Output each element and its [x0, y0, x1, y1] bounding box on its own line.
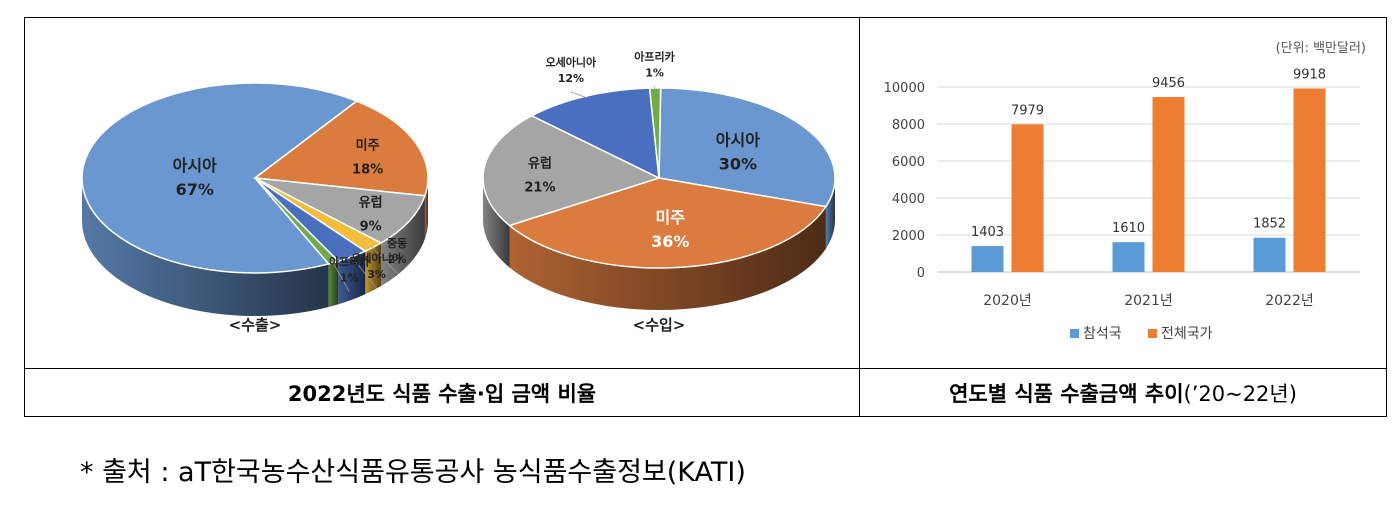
table-divider-horizontal	[25, 368, 1386, 369]
pie-side-오세아니아	[338, 251, 366, 305]
pie-slice-유럽	[254, 177, 426, 244]
y-tick-label: 4000	[892, 192, 925, 207]
pie-value-미주: 18%	[352, 163, 383, 178]
pie-export: 아시아 67% 미주 18% 유럽 9% 중동 2%오세아니아 3%아프리카 1% <수출>	[81, 82, 429, 334]
source-note: * 출처 : aT한국농수산식품유통공사 농식품수출정보(KATI)	[80, 457, 746, 488]
pie-side-유럽	[381, 195, 425, 287]
legend-swatch-참석국	[1070, 329, 1079, 338]
x-tick-label: 2020년	[983, 293, 1032, 309]
legend-label-전체국가: 전체국가	[1161, 326, 1213, 342]
bar-value-label: 9456	[1152, 76, 1185, 91]
bar-참석국-2021년	[1112, 242, 1145, 272]
pie-side-유럽	[483, 178, 510, 268]
right-title-suffix: (’20~22년)	[1183, 381, 1297, 406]
pie-caption: <수출>	[229, 316, 282, 334]
bar-value-label: 1852	[1253, 217, 1286, 232]
pie-value-미주: 36%	[651, 232, 689, 251]
right-table-title: 연도별 식품 수출금액 추이 (’20~22년)	[860, 369, 1386, 416]
pie-slice-아시아	[81, 82, 359, 274]
pie-side-아프리카	[328, 261, 339, 307]
bar-value-label: 7979	[1011, 103, 1044, 118]
bar-value-label: 1610	[1112, 221, 1145, 236]
legend-label-참석국: 참석국	[1083, 326, 1122, 342]
right-title-text: 연도별 식품 수출금액 추이	[949, 381, 1184, 406]
leader-line	[331, 260, 350, 292]
pie-charts: 아시아67%미주18%유럽9%중동2%오세아니아3%아프리카1%<수출>아시아3…	[81, 50, 836, 334]
bar-전체국가-2022년	[1293, 88, 1326, 272]
y-tick-label: 2000	[892, 229, 925, 244]
pie-label-유럽: 유럽	[528, 157, 552, 172]
y-tick-label: 0	[917, 266, 925, 281]
pie-label-아프리카: 아프리카	[329, 255, 369, 269]
table-divider-vertical	[859, 18, 860, 416]
pie-slice-아프리카	[254, 177, 340, 265]
leader-line	[370, 245, 398, 274]
pie-value-유럽: 9%	[360, 219, 382, 234]
x-tick-label: 2021년	[1124, 293, 1173, 309]
pie-slice-오세아니아	[530, 87, 660, 180]
left-table-title: 2022년도 식품 수출·입 금액 비율	[25, 369, 859, 416]
pie-value-아프리카: 1%	[645, 67, 664, 80]
pie-value-중동: 2%	[388, 253, 407, 266]
bar-참석국-2022년	[1253, 237, 1286, 272]
leader-line	[570, 91, 588, 99]
y-tick-label: 8000	[892, 118, 925, 133]
pie-value-아시아: 67%	[176, 180, 214, 199]
leader-line	[349, 254, 377, 289]
bar-전체국가-2021년	[1152, 97, 1185, 273]
bar-value-label: 9918	[1293, 68, 1326, 83]
pie-value-오세아니아: 3%	[367, 268, 386, 281]
legend-swatch-전체국가	[1148, 329, 1157, 338]
pie-side-아시아	[825, 178, 835, 249]
y-tick-label: 10000	[884, 81, 925, 96]
unit-label: (단위: 백만달러)	[1276, 41, 1366, 56]
pie-import: 아시아 30% 미주 36% 유럽 21% 오세아니아 12% 아프리카 1% <수입>	[482, 50, 836, 334]
bar-value-label: 1403	[971, 225, 1004, 240]
left-title-text: 2022년도 식품 수출·입 금액 비율	[287, 381, 597, 406]
pie-value-아시아: 30%	[719, 154, 757, 173]
pie-slice-미주	[253, 100, 429, 197]
pie-value-오세아니아: 12%	[558, 72, 584, 85]
pie-label-유럽: 유럽	[359, 195, 383, 210]
figure-table: 아시아 67% 미주 18% 유럽 9% 중동 2% 오세아니아 3% 아프리카 1% <수출> 아시아 3…	[24, 17, 1387, 417]
pie-label-미주: 미주	[356, 138, 380, 154]
pie-slice-유럽	[482, 114, 662, 227]
bar-참석국-2020년	[971, 246, 1004, 272]
pie-label-중동: 중동	[387, 237, 407, 250]
pie-label-아시아: 아시아	[173, 156, 217, 175]
pie-caption: <수입>	[633, 316, 686, 334]
pie-label-아시아: 아시아	[716, 130, 760, 149]
pie-side-미주	[509, 206, 826, 310]
pie-side-중동	[365, 243, 382, 295]
bar-chart: (단위: 백만달러) 0 2000 4000 6000 8000 10000 1403 7979…	[884, 41, 1366, 342]
leader-line	[654, 86, 656, 90]
bar-전체국가-2020년	[1011, 124, 1044, 273]
pie-label-오세아니아: 오세아니아	[351, 251, 402, 265]
y-tick-label: 6000	[892, 155, 925, 170]
x-tick-label: 2022년	[1265, 293, 1314, 309]
pie-value-아프리카: 1%	[340, 272, 359, 285]
pie-value-유럽: 21%	[524, 181, 555, 196]
pie-label-오세아니아: 오세아니아	[546, 55, 597, 69]
pie-slice-아시아	[658, 87, 836, 208]
pie-side-아시아	[82, 178, 329, 316]
pie-label-미주: 미주	[656, 208, 686, 227]
pie-side-미주	[424, 178, 428, 239]
pie-label-아프리카: 아프리카	[634, 50, 674, 64]
